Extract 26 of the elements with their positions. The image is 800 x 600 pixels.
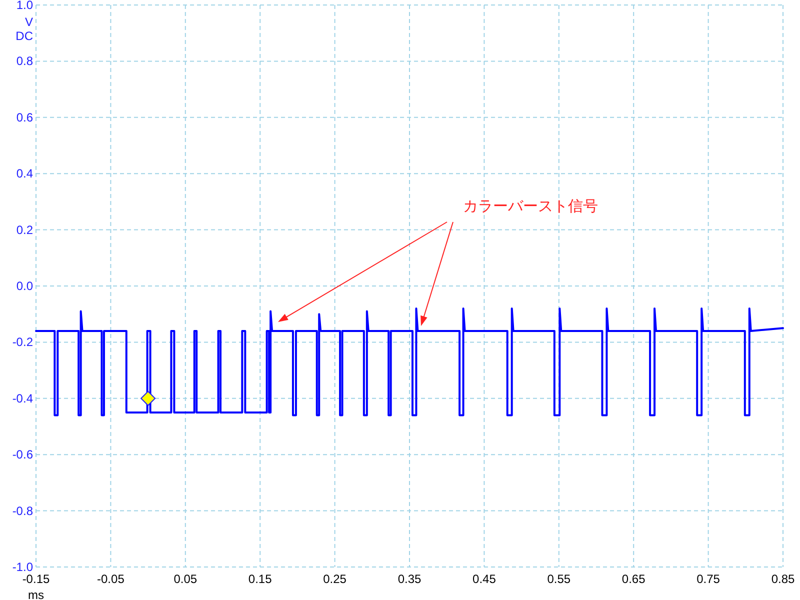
x-tick-label: -0.05 (97, 572, 125, 586)
y-tick-label: -0.2 (12, 335, 34, 350)
x-axis-title: ms (28, 588, 44, 600)
y-tick-label: -0.8 (12, 504, 34, 518)
x-tick-label: 0.15 (248, 572, 272, 586)
y-tick-label: -0.4 (12, 391, 34, 406)
x-tick-label: 0.55 (547, 572, 571, 586)
x-tick-label: 0.05 (174, 572, 198, 586)
y-tick-label: -0.6 (12, 448, 34, 462)
y-tick-label: 0.0 (16, 279, 34, 293)
x-tick-label: 0.25 (323, 572, 347, 586)
y-tick-label: 1.0 (16, 0, 34, 12)
line-series (35, 307, 784, 416)
y-tick-label: 0.6 (16, 110, 34, 124)
annotation: カラーバースト信号 (463, 197, 598, 215)
x-tick-label: 0.45 (472, 572, 496, 586)
y-axis-title: V DC (16, 15, 34, 43)
y-tick-label: 0.8 (16, 54, 34, 68)
y-tick-label: 0.4 (16, 166, 34, 181)
y-tick-label: -1.0 (12, 560, 34, 574)
x-tick-label: 0.65 (622, 572, 646, 586)
x-tick-label: -0.15 (22, 572, 50, 586)
x-tick-label: 0.35 (398, 572, 422, 586)
y-tick-label: 0.2 (16, 222, 34, 237)
x-tick-label: 0.75 (696, 572, 720, 586)
x-tick-label: 0.85 (771, 572, 795, 586)
